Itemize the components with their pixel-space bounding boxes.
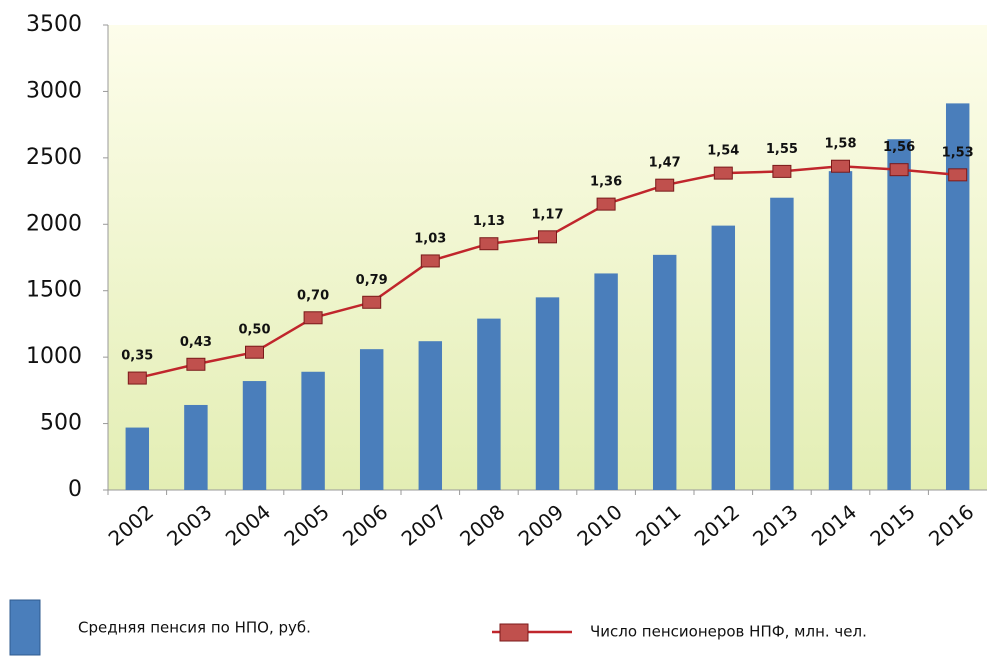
x-tick-label: 2016 (924, 500, 978, 551)
bar (125, 427, 150, 490)
y-tick-label: 3500 (26, 12, 82, 37)
x-tick-label: 2013 (748, 500, 802, 551)
y-tick-label: 2000 (26, 211, 82, 236)
line-marker (948, 168, 968, 182)
line-marker (831, 159, 850, 173)
x-tick-label: 2012 (690, 500, 744, 551)
bar (652, 254, 677, 490)
data-label: 0,50 (238, 323, 270, 338)
y-tick-label: 500 (40, 411, 82, 436)
data-label: 1,47 (649, 156, 681, 171)
data-label: 1,03 (414, 231, 446, 246)
line-marker (362, 295, 382, 309)
bar (828, 171, 853, 490)
bar (887, 139, 911, 490)
legend-label: Средняя пенсия по НПО, руб. (78, 619, 311, 637)
line-marker (889, 163, 909, 177)
bar (184, 404, 208, 490)
bar (945, 103, 970, 490)
x-tick-label: 2005 (279, 500, 333, 551)
y-tick-label: 3000 (26, 78, 82, 103)
data-label: 0,79 (356, 273, 388, 288)
bar (418, 341, 443, 490)
line-marker (596, 197, 616, 211)
data-label: 1,58 (824, 137, 856, 152)
bar (594, 273, 618, 490)
data-label: 0,43 (180, 335, 212, 350)
data-label: 1,36 (590, 175, 622, 190)
x-tick-label: 2015 (865, 500, 919, 551)
data-label: 1,56 (883, 140, 915, 155)
data-label: 1,17 (531, 207, 563, 222)
legend-label: Число пенсионеров НПФ, млн. чел. (590, 623, 867, 641)
line-marker (245, 345, 264, 359)
x-tick-label: 2002 (104, 500, 158, 551)
data-label: 1,53 (942, 145, 974, 160)
x-tick-label: 2009 (514, 500, 568, 551)
bar (301, 371, 325, 490)
line-marker (479, 237, 499, 251)
y-tick-label: 0 (68, 477, 82, 502)
bar (242, 381, 267, 490)
x-tick-label: 2011 (631, 500, 685, 551)
bar (359, 349, 384, 490)
data-label: 1,13 (473, 214, 505, 229)
x-tick-label: 2014 (807, 500, 861, 551)
x-tick-label: 2008 (455, 500, 509, 551)
line-marker (713, 166, 733, 180)
data-label: 1,55 (766, 142, 798, 157)
data-label: 0,70 (297, 288, 329, 303)
x-tick-label: 2007 (397, 500, 451, 551)
bar (711, 225, 736, 490)
legend-swatch (9, 599, 41, 656)
x-tick-label: 2004 (221, 500, 275, 551)
legend-marker (499, 623, 529, 642)
line-marker (186, 357, 206, 371)
line-marker (655, 178, 675, 192)
bar (477, 318, 501, 490)
line-marker (303, 311, 323, 325)
bar (535, 297, 560, 490)
line-marker (538, 230, 557, 244)
bar (770, 197, 794, 490)
line-marker (127, 371, 147, 385)
y-tick-label: 1500 (26, 278, 82, 303)
y-tick-label: 2500 (26, 145, 82, 170)
line-marker (420, 254, 440, 268)
data-label: 1,54 (707, 144, 739, 159)
data-label: 0,35 (121, 349, 153, 364)
x-tick-label: 2010 (572, 500, 626, 551)
line-marker (772, 164, 792, 178)
y-tick-label: 1000 (26, 344, 82, 369)
x-tick-label: 2003 (162, 500, 216, 551)
x-tick-label: 2006 (338, 500, 392, 551)
